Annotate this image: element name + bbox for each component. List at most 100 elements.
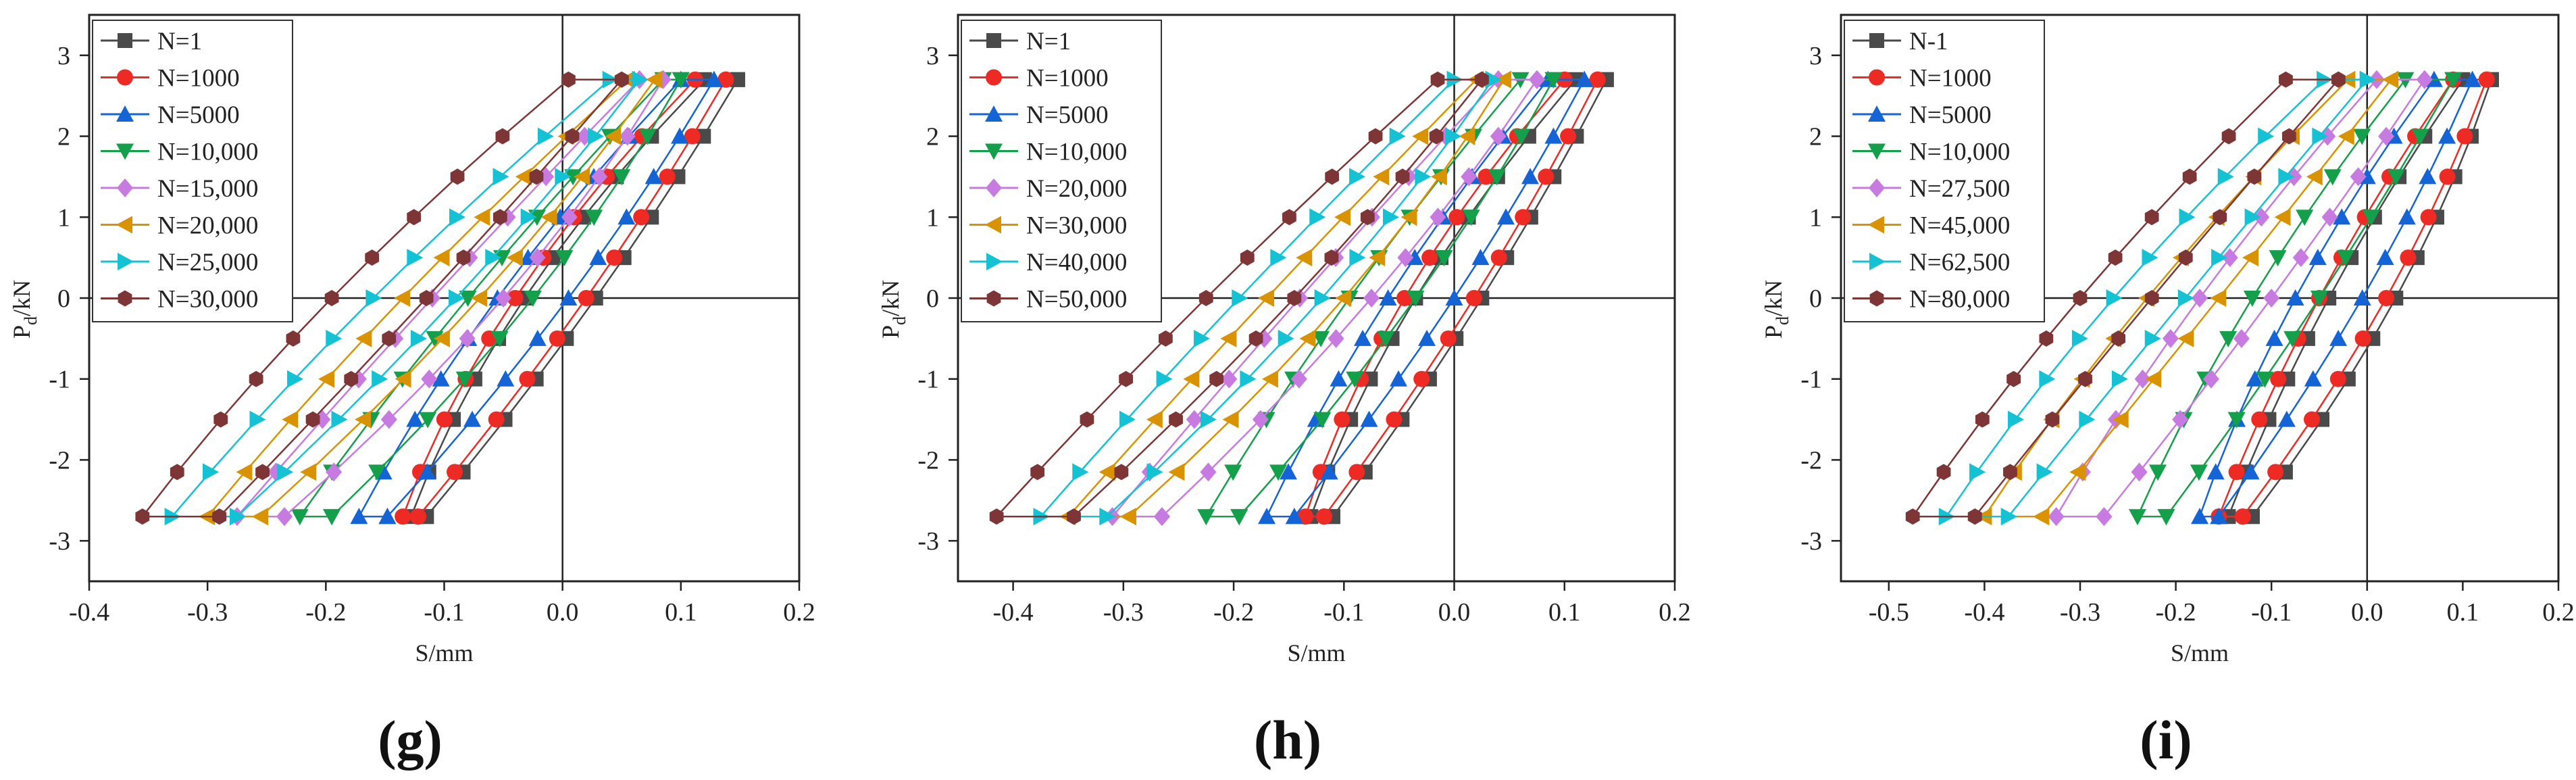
data-point [1080,411,1094,428]
data-point [2244,208,2261,226]
data-point [1270,249,1287,267]
x-tick-label: -0.1 [424,598,464,627]
data-point [2353,289,2371,306]
data-point [589,249,607,266]
legend-marker [118,253,134,270]
data-point [421,369,438,389]
legend-label: N=25,000 [157,249,258,276]
data-point [2456,128,2473,145]
data-point [394,289,411,307]
legend-marker [118,290,132,307]
data-point [495,128,510,145]
data-point [555,250,574,267]
data-point [520,208,537,226]
data-point [646,70,663,89]
data-point [684,128,701,145]
y-tick-label: -2 [917,446,939,474]
data-point [2378,126,2395,146]
x-axis-label: S/mm [415,639,473,666]
data-point [2145,370,2162,388]
y-axis-label-sub: d [21,316,41,325]
data-point [2192,289,2208,308]
legend-label: N=1000 [1909,65,1992,93]
data-point [1158,330,1173,347]
legend-entry: N=40,000 [969,249,1127,276]
data-point [409,508,426,525]
data-point [1258,508,1276,525]
legend-marker [117,69,133,86]
y-tick-label: 1 [926,203,939,232]
data-point [606,249,623,266]
y-axis-label: Pd/kN [8,280,41,339]
y-tick-label: 0 [57,285,70,313]
data-point [549,330,565,347]
data-point [1230,509,1248,526]
data-point [1435,250,1453,267]
data-point [1421,249,1438,266]
data-point [561,71,576,88]
data-point [407,209,422,226]
y-tick-label: 2 [926,123,939,151]
legend-entry: N=30,000 [969,212,1127,240]
data-point [2202,369,2219,389]
data-point [2191,508,2208,525]
data-point [1320,463,1338,480]
data-point [1114,464,1129,481]
data-point [1440,330,1457,347]
data-point [2228,464,2245,481]
data-point [2144,290,2159,306]
data-point [1324,249,1339,266]
legend-entry: N-1 [1852,28,1948,55]
data-point [574,168,590,186]
data-point [2172,410,2189,429]
data-point [2243,291,2261,307]
data-point [1168,463,1185,481]
data-point [1067,508,1081,525]
data-point [2398,208,2416,225]
data-point [2411,128,2429,145]
data-point [537,127,554,145]
data-point [2177,329,2194,347]
data-point [2382,70,2399,89]
data-point [1382,208,1399,226]
data-point [1269,464,1288,481]
data-point [1544,72,1563,89]
legend-entry: N=25,000 [101,249,258,276]
data-point [2111,330,2126,347]
x-tick-label: -0.2 [2156,598,2196,627]
y-tick-label: 3 [1809,42,1822,70]
data-point [2217,168,2234,186]
data-point [2219,331,2238,347]
data-point [2036,463,2053,481]
data-point [1544,127,1563,144]
data-point [1299,329,1316,347]
data-point [578,290,595,306]
data-point [540,208,557,226]
data-point [286,330,301,347]
data-point [591,167,608,187]
data-point [2096,507,2113,527]
data-point [447,464,463,481]
legend-label: N=5000 [1026,101,1109,129]
legend-entry: N=10,000 [969,139,1127,166]
y-axis-label-unit: /kN [8,280,35,316]
data-point [368,464,386,481]
data-point [1445,127,1462,145]
data-point [2179,208,2196,226]
data-point [407,249,424,267]
data-point [2283,331,2302,347]
data-point [1222,410,1239,429]
data-point [2142,249,2158,267]
data-point [1396,290,1413,306]
data-point [2210,289,2227,307]
data-point [2128,509,2146,526]
data-point [645,168,663,185]
y-tick-label: 3 [57,42,70,70]
data-point [2463,70,2481,87]
data-point [1936,464,1951,481]
y-tick-label: -3 [49,527,70,556]
data-point [488,411,505,428]
legend-entry: N=10,000 [101,139,258,166]
data-point [318,370,335,388]
legend-marker [986,178,1002,197]
